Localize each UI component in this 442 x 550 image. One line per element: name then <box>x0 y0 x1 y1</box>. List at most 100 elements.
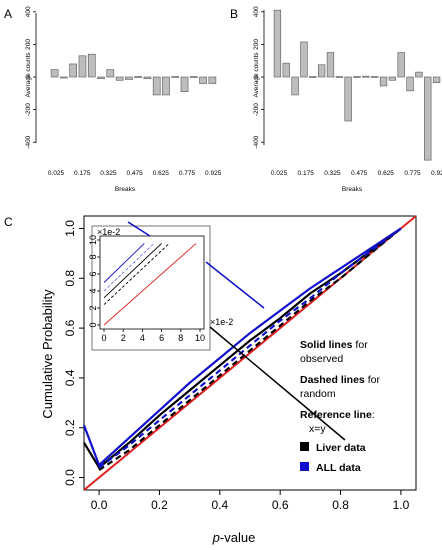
panel-c-x-tick-label: 0.2 <box>151 498 168 512</box>
panel-a-x-tick-label: 0.325 <box>100 170 117 177</box>
panel-a-y-tick-label: 400 <box>25 6 32 17</box>
panel-b-bar <box>354 77 361 78</box>
panel-a-x-tick-label: 0.025 <box>48 170 65 177</box>
annotation-scale-label: ×1e-2 <box>210 317 233 327</box>
panel-c-y-tick-label: 1.0 <box>63 220 77 237</box>
panel-b-bar <box>301 42 308 77</box>
panel-a-bar <box>125 77 132 79</box>
legend: Solid lines for observed Dashed lines fo… <box>300 339 380 474</box>
inset-y-tick-label: 10 <box>88 235 98 245</box>
legend-solid-bold: Solid lines <box>300 339 353 351</box>
panel-b-x-tick-label: 0.175 <box>298 170 315 177</box>
legend-solid-rest: for <box>353 339 369 351</box>
panel-b-y-label: Average counts <box>253 52 260 98</box>
inset-plot: ×1e-20 2 4 6 8 100246810 <box>88 222 264 350</box>
inset-x-tick-label: 6 <box>159 333 164 343</box>
panel-a-bar <box>135 77 142 78</box>
inset-x-tick-label: 0 <box>101 333 106 343</box>
panel-b-x-tick-label: 0.925 <box>431 170 442 177</box>
panel-b-bar <box>318 65 325 77</box>
panel-a-bar <box>181 77 188 92</box>
panel-b-bar <box>433 77 440 83</box>
panel-a-bar <box>88 54 95 77</box>
panel-a-bar <box>116 77 123 80</box>
panel-b-y-tick-label: -400 <box>253 135 260 148</box>
panel-a-x-tick-label: 0.175 <box>74 170 91 177</box>
inset-scale-label: ×1e-2 <box>97 227 120 237</box>
panel-a-bar <box>107 70 114 77</box>
panel-c: C 0.0 0.2 0.4 0.6 0.8 1.0 0.0 0.2 0.4 0.6 0.8 1.0 ×… <box>4 215 416 545</box>
inset-x-tick-label: 8 <box>178 333 183 343</box>
panel-c-y-tick-label: 0.2 <box>63 419 77 436</box>
panel-b-bar <box>424 77 431 160</box>
panel-b-x-tick-label: 0.625 <box>378 170 395 177</box>
legend-all-label: ALL data <box>316 462 361 474</box>
panel-b-y-tick-label: 400 <box>253 6 260 17</box>
panel-a-x-tick-label: 0.775 <box>179 170 196 177</box>
inset-zoom-line <box>206 262 264 308</box>
panel-b-x-tick-label: 0.025 <box>271 170 288 177</box>
panel-a-bar <box>51 70 58 77</box>
legend-solid-line2: observed <box>300 353 343 365</box>
panel-a-bar <box>162 77 169 95</box>
legend-liver-swatch <box>300 442 309 451</box>
panel-b-y-tick-label: -200 <box>253 103 260 116</box>
panel-a-bar <box>209 77 216 84</box>
panel-a-letter: A <box>4 7 12 21</box>
inset-y-tick-label: 4 <box>88 288 98 293</box>
inset-y-tick-label: 8 <box>88 254 98 259</box>
panel-b-bar <box>362 76 369 77</box>
legend-reference-line2: x=y <box>309 423 326 435</box>
panel-c-x-tick-label: 0.8 <box>332 498 349 512</box>
panel-a-x-tick-label: 0.475 <box>126 170 143 177</box>
panel-c-x-label: p-value <box>212 530 256 545</box>
panel-a-x-tick-label: 0.925 <box>205 170 222 177</box>
panel-a-y-label: Average counts <box>25 52 32 98</box>
panel-c-y-tick-label: 0.8 <box>63 270 77 287</box>
panel-b-x-tick-label: 0.475 <box>351 170 368 177</box>
panel-b-bar <box>380 77 387 86</box>
x-label-italic-part: p <box>212 530 220 545</box>
legend-dashed-bold: Dashed lines <box>300 374 365 386</box>
panel-b-y-tick-label: 200 <box>253 39 260 50</box>
panel-b-bar <box>336 77 343 78</box>
panel-c-y-tick-label: 0.4 <box>63 369 77 386</box>
panel-a-y-tick-label: 200 <box>25 39 32 50</box>
legend-reference-rest: : <box>372 409 375 421</box>
panel-c-y-label: Cumulative Probability <box>40 289 55 419</box>
panel-b-bar <box>274 10 281 77</box>
panel-a-x-label: Breaks <box>115 186 136 193</box>
panel-a-bar <box>79 56 86 77</box>
panel-a-bar <box>190 77 197 78</box>
panel-c-letter: C <box>4 215 13 229</box>
legend-dashed-text: Dashed lines for <box>300 374 380 386</box>
panel-b-bar <box>292 77 299 95</box>
inset-y-tick-label: 6 <box>88 271 98 276</box>
panel-b-bar <box>345 77 352 121</box>
panel-b: B -400 -200 0 200 400 0.025 0.175 0.325 0.475 0.… <box>230 6 442 193</box>
panel-a-bar <box>60 77 67 78</box>
legend-reference-bold: Reference line <box>300 409 372 421</box>
inset-x-tick-label: 10 <box>195 333 205 343</box>
panel-b-x-tick-label: 0.775 <box>404 170 421 177</box>
panel-b-bar <box>327 53 334 77</box>
inset-y-tick-label: 2 <box>88 305 98 310</box>
panel-b-bar <box>309 77 316 78</box>
inset-x-tick-label: 4 <box>140 333 145 343</box>
inset-y-tick-label: 0 <box>88 322 98 327</box>
legend-solid-text: Solid lines for <box>300 339 368 351</box>
panel-a-bar <box>98 77 105 79</box>
panel-b-letter: B <box>230 7 238 21</box>
panel-c-y-tick-label: 0.0 <box>63 469 77 486</box>
panel-c-x-tick-label: 0.4 <box>211 498 228 512</box>
legend-reference-text: Reference line: <box>300 409 375 421</box>
panel-a-x-tick-label: 0.625 <box>153 170 170 177</box>
panel-b-x-label: Breaks <box>342 186 363 193</box>
panel-b-bar <box>398 53 405 77</box>
panel-c-x-tick-label: 0.0 <box>91 498 108 512</box>
legend-all-swatch <box>300 462 309 471</box>
panel-a-bar <box>172 77 179 78</box>
x-label-rest: -value <box>220 530 255 545</box>
panel-a: A -400 -200 0 200 400 0.025 0.175 0.325 0.475 0.… <box>4 6 222 193</box>
